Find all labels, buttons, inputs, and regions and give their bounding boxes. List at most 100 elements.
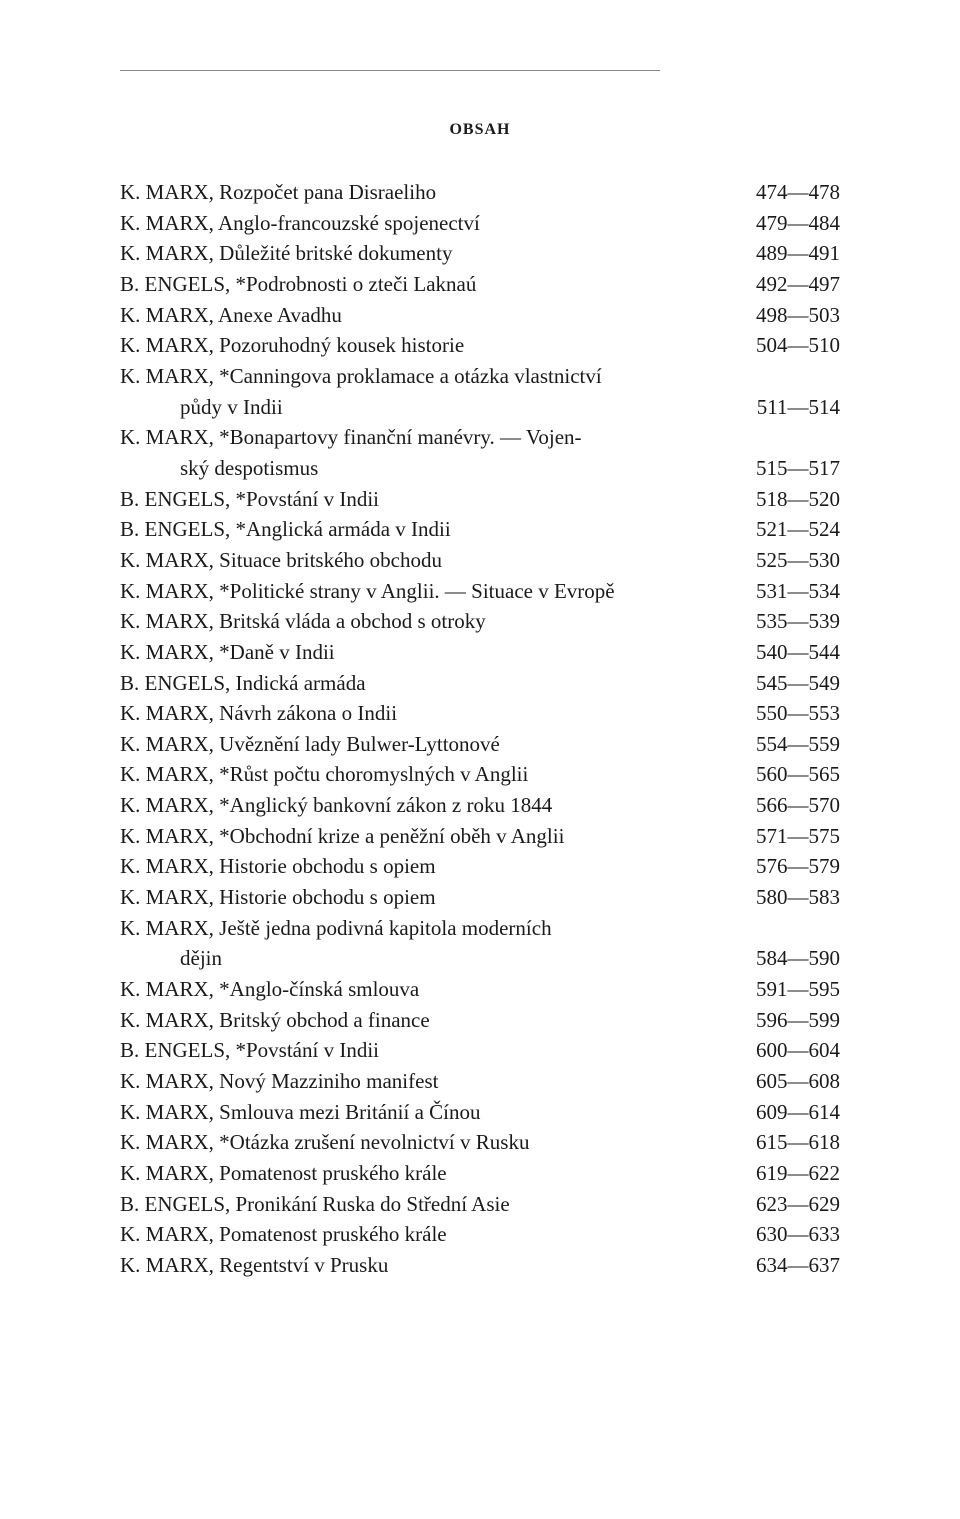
- top-rule: [120, 70, 660, 71]
- toc-entry-pages: 623—629: [740, 1189, 840, 1220]
- toc-entry-title: K. MARX, Pozoruhodný kousek historie: [120, 330, 740, 361]
- toc-entry-title: K. MARX, *Obchodní krize a peněžní oběh …: [120, 821, 740, 852]
- toc-entry-pages: 609—614: [740, 1097, 840, 1128]
- toc-entry-title: B. ENGELS, *Anglická armáda v Indii: [120, 514, 740, 545]
- toc-entry-title: K. MARX, *Daně v Indii: [120, 637, 740, 668]
- toc-entry: K. MARX, *Politické strany v Anglii. — S…: [120, 576, 840, 607]
- toc-entry-pages: 554—559: [740, 729, 840, 760]
- toc-entry: K. MARX, Britská vláda a obchod s otroky…: [120, 606, 840, 637]
- toc-entry-pages: 634—637: [740, 1250, 840, 1281]
- toc-entry: K. MARX, *Obchodní krize a peněžní oběh …: [120, 821, 840, 852]
- toc-entry-pages: 511—514: [740, 392, 840, 423]
- toc-entry-pages: 525—530: [740, 545, 840, 576]
- toc-entry: K. MARX, *Bonapartovy finanční manévry. …: [120, 422, 840, 453]
- toc-entry-pages: 521—524: [740, 514, 840, 545]
- toc-entry-pages: 566—570: [740, 790, 840, 821]
- toc-entry-title: B. ENGELS, *Povstání v Indii: [120, 1035, 740, 1066]
- toc-entry-title: K. MARX, Nový Mazziniho manifest: [120, 1066, 740, 1097]
- toc-entry-pages: 489—491: [740, 238, 840, 269]
- toc-entry-pages: 498—503: [740, 300, 840, 331]
- toc-entry-title: K. MARX, Důležité britské dokumenty: [120, 238, 740, 269]
- toc-entry-title: dějin: [120, 943, 740, 974]
- toc-entry-title: K. MARX, *Anglo-čínská smlouva: [120, 974, 740, 1005]
- toc-entry-pages: 535—539: [740, 606, 840, 637]
- toc-entry-title: K. MARX, Historie obchodu s opiem: [120, 882, 740, 913]
- toc-entry: B. ENGELS, Pronikání Ruska do Střední As…: [120, 1189, 840, 1220]
- toc-entry: K. MARX, Anexe Avadhu498—503: [120, 300, 840, 331]
- toc-entry: K. MARX, Důležité britské dokumenty489—4…: [120, 238, 840, 269]
- toc-entry: B. ENGELS, *Povstání v Indii518—520: [120, 484, 840, 515]
- toc-entry-pages: 492—497: [740, 269, 840, 300]
- toc-entry-title: K. MARX, *Bonapartovy finanční manévry. …: [120, 422, 740, 453]
- toc-entry-pages: 515—517: [740, 453, 840, 484]
- toc-entry-pages: 576—579: [740, 851, 840, 882]
- toc-entry-title: půdy v Indii: [120, 392, 740, 423]
- toc-entry: B. ENGELS, *Povstání v Indii600—604: [120, 1035, 840, 1066]
- toc-list: K. MARX, Rozpočet pana Disraeliho474—478…: [120, 177, 840, 1281]
- toc-entry-pages: 605—608: [740, 1066, 840, 1097]
- toc-entry: K. MARX, Situace britského obchodu525—53…: [120, 545, 840, 576]
- toc-entry-title: K. MARX, Návrh zákona o Indii: [120, 698, 740, 729]
- toc-entry-pages: 540—544: [740, 637, 840, 668]
- toc-entry: K. MARX, Britský obchod a finance596—599: [120, 1005, 840, 1036]
- toc-entry: B. ENGELS, Indická armáda545—549: [120, 668, 840, 699]
- toc-entry-title: K. MARX, Smlouva mezi Británií a Čínou: [120, 1097, 740, 1128]
- toc-entry-pages: 596—599: [740, 1005, 840, 1036]
- toc-entry-title: K. MARX, Britský obchod a finance: [120, 1005, 740, 1036]
- toc-entry-pages: 545—549: [740, 668, 840, 699]
- toc-entry: K. MARX, Historie obchodu s opiem580—583: [120, 882, 840, 913]
- toc-entry: ský despotismus515—517: [120, 453, 840, 484]
- toc-entry: K. MARX, Pomatenost pruského krále630—63…: [120, 1219, 840, 1250]
- toc-entry-title: K. MARX, Rozpočet pana Disraeliho: [120, 177, 740, 208]
- toc-entry-pages: 531—534: [740, 576, 840, 607]
- toc-entry: K. MARX, *Otázka zrušení nevolnictví v R…: [120, 1127, 840, 1158]
- toc-entry-pages: 571—575: [740, 821, 840, 852]
- toc-entry-title: K. MARX, *Canningova proklamace a otázka…: [120, 361, 740, 392]
- toc-entry: K. MARX, Ještě jedna podivná kapitola mo…: [120, 913, 840, 944]
- toc-entry-pages: 600—604: [740, 1035, 840, 1066]
- toc-entry-title: K. MARX, *Politické strany v Anglii. — S…: [120, 576, 740, 607]
- toc-entry-title: K. MARX, Britská vláda a obchod s otroky: [120, 606, 740, 637]
- toc-entry: K. MARX, Regentství v Prusku634—637: [120, 1250, 840, 1281]
- toc-entry-pages: 479—484: [740, 208, 840, 239]
- toc-entry-title: K. MARX, Pomatenost pruského krále: [120, 1158, 740, 1189]
- toc-entry-pages: 630—633: [740, 1219, 840, 1250]
- toc-entry-title: K. MARX, Historie obchodu s opiem: [120, 851, 740, 882]
- toc-entry: dějin584—590: [120, 943, 840, 974]
- toc-entry-title: K. MARX, Pomatenost pruského krále: [120, 1219, 740, 1250]
- toc-entry-title: K. MARX, Regentství v Prusku: [120, 1250, 740, 1281]
- toc-entry-title: K. MARX, Situace britského obchodu: [120, 545, 740, 576]
- toc-entry: K. MARX, Rozpočet pana Disraeliho474—478: [120, 177, 840, 208]
- toc-entry: K. MARX, *Růst počtu choromyslných v Ang…: [120, 759, 840, 790]
- toc-entry: K. MARX, Nový Mazziniho manifest605—608: [120, 1066, 840, 1097]
- toc-entry: K. MARX, Pozoruhodný kousek historie504—…: [120, 330, 840, 361]
- toc-entry-title: B. ENGELS, Pronikání Ruska do Střední As…: [120, 1189, 740, 1220]
- toc-entry-title: ský despotismus: [120, 453, 740, 484]
- toc-entry-title: K. MARX, Ještě jedna podivná kapitola mo…: [120, 913, 740, 944]
- toc-entry-title: B. ENGELS, *Povstání v Indii: [120, 484, 740, 515]
- toc-entry-pages: 550—553: [740, 698, 840, 729]
- toc-entry: K. MARX, *Anglický bankovní zákon z roku…: [120, 790, 840, 821]
- toc-entry: K. MARX, Historie obchodu s opiem576—579: [120, 851, 840, 882]
- toc-entry-title: K. MARX, Anexe Avadhu: [120, 300, 740, 331]
- toc-entry: K. MARX, Pomatenost pruského krále619—62…: [120, 1158, 840, 1189]
- toc-entry-title: K. MARX, Uvěznění lady Bulwer-Lyttonové: [120, 729, 740, 760]
- toc-entry-title: B. ENGELS, *Podrobnosti o zteči Laknaú: [120, 269, 740, 300]
- toc-entry-pages: 580—583: [740, 882, 840, 913]
- toc-entry: B. ENGELS, *Anglická armáda v Indii521—5…: [120, 514, 840, 545]
- page-title: OBSAH: [120, 121, 840, 139]
- toc-entry-pages: 591—595: [740, 974, 840, 1005]
- toc-entry-pages: 474—478: [740, 177, 840, 208]
- toc-entry-title: K. MARX, *Otázka zrušení nevolnictví v R…: [120, 1127, 740, 1158]
- toc-entry: K. MARX, *Anglo-čínská smlouva591—595: [120, 974, 840, 1005]
- toc-entry-pages: 518—520: [740, 484, 840, 515]
- toc-entry-title: K. MARX, *Anglický bankovní zákon z roku…: [120, 790, 740, 821]
- toc-entry: K. MARX, *Daně v Indii540—544: [120, 637, 840, 668]
- toc-entry-title: K. MARX, *Růst počtu choromyslných v Ang…: [120, 759, 740, 790]
- toc-entry: B. ENGELS, *Podrobnosti o zteči Laknaú49…: [120, 269, 840, 300]
- toc-entry-pages: 584—590: [740, 943, 840, 974]
- toc-entry: K. MARX, Návrh zákona o Indii550—553: [120, 698, 840, 729]
- toc-entry: K. MARX, Anglo-francouzské spojenectví47…: [120, 208, 840, 239]
- toc-entry-pages: 619—622: [740, 1158, 840, 1189]
- toc-entry-title: B. ENGELS, Indická armáda: [120, 668, 740, 699]
